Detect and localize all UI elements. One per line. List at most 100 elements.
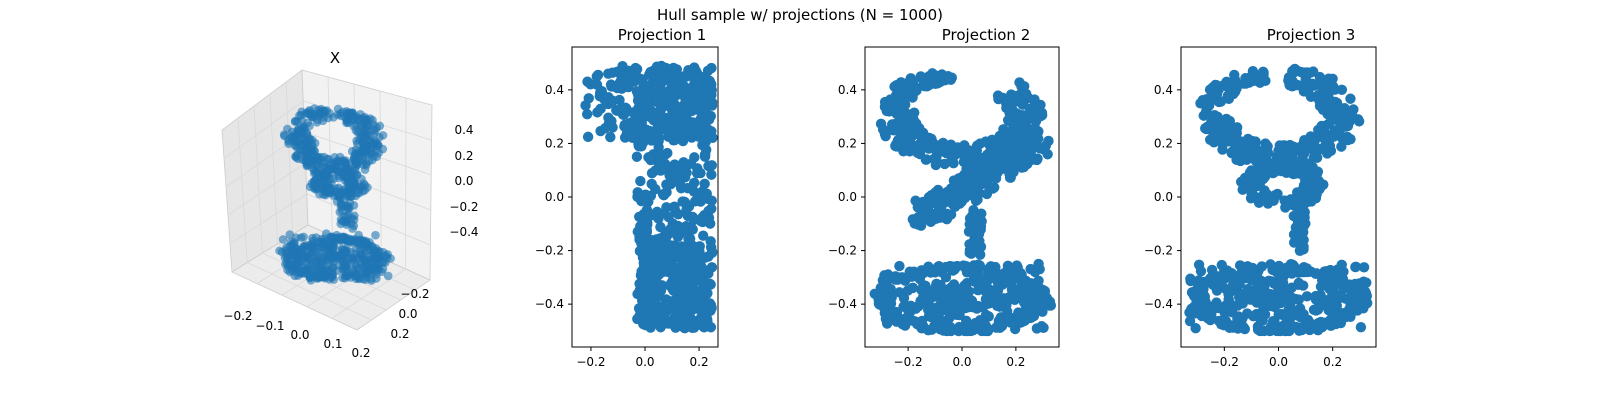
scatter-point <box>1252 324 1264 335</box>
scatter-point <box>965 294 976 306</box>
scatter-point <box>633 72 645 84</box>
scatter-point <box>963 226 975 237</box>
scatter-point-3d <box>302 147 312 157</box>
scatter-point-3d <box>354 263 364 273</box>
scatter-point <box>993 273 1005 284</box>
scatter-point <box>971 303 983 314</box>
scatter-point <box>1271 266 1282 278</box>
scatter-point <box>990 164 1001 176</box>
scatter-point <box>683 280 695 291</box>
scatter-point <box>603 68 614 79</box>
scatter-point <box>679 313 690 324</box>
scatter-point <box>994 130 1005 142</box>
scatter-point <box>1286 262 1298 273</box>
scatter-point <box>679 82 691 93</box>
y-tick-label: 0.0 <box>838 190 857 204</box>
scatter-point-3d <box>313 153 322 163</box>
scatter-point <box>942 324 953 336</box>
grid-line-y <box>285 81 294 235</box>
scatter-point <box>973 167 985 178</box>
scatter-point-3d <box>282 259 292 268</box>
scatter-point <box>1011 260 1023 271</box>
scatter-point <box>1188 290 1200 302</box>
scatter-point <box>1033 275 1044 286</box>
scatter-point <box>686 105 697 117</box>
scatter-point <box>1328 131 1339 142</box>
scatter-point <box>968 178 980 189</box>
scatter-point <box>700 149 711 160</box>
scatter-point-3d <box>326 238 336 247</box>
scatter-point <box>898 146 909 157</box>
scatter-point-3d <box>307 243 317 252</box>
y-tick-label: −0.4 <box>828 297 857 311</box>
scatter-point <box>616 73 627 84</box>
scatter-point <box>596 85 607 97</box>
scatter-point <box>954 308 965 319</box>
scatter-point <box>638 301 649 312</box>
scatter-point <box>1301 291 1313 302</box>
scatter-point <box>698 135 710 147</box>
scatter-point <box>969 276 981 288</box>
scatter-point <box>704 161 716 172</box>
scatter-point <box>1274 291 1285 303</box>
scatter-point <box>934 262 945 274</box>
scatter-point <box>631 151 643 162</box>
scatter-point <box>695 312 707 323</box>
scatter-point <box>699 210 710 221</box>
scatter-point <box>580 100 591 111</box>
scatter-point <box>688 186 700 197</box>
scatter-point <box>592 69 604 81</box>
scatter-point <box>877 124 889 135</box>
scatter-point <box>664 130 675 141</box>
scatter-point <box>688 214 700 226</box>
scatter-point <box>878 285 890 296</box>
scatter-point <box>898 293 910 304</box>
scatter-point <box>607 95 619 107</box>
scatter-point-3d <box>341 246 350 255</box>
scatter-point <box>1024 304 1035 315</box>
scatter-point <box>581 108 593 120</box>
scatter-point-3d <box>349 215 359 224</box>
scatter-point <box>663 118 674 129</box>
scatter-point <box>1238 145 1249 156</box>
scatter-point <box>689 86 700 97</box>
scatter-point <box>961 315 972 327</box>
scatter-point-3d <box>353 188 362 198</box>
scatter-point <box>1214 302 1226 314</box>
scatter-point <box>582 76 593 87</box>
scatter-point <box>972 194 983 205</box>
scatter-point <box>925 197 936 208</box>
scatter-point <box>705 279 716 290</box>
scatter-point <box>1239 172 1251 184</box>
scatter-point <box>961 323 973 334</box>
scatter-point <box>1279 311 1291 322</box>
scatter-point <box>911 268 922 279</box>
scatter-point <box>635 175 646 187</box>
scatter-point <box>1269 190 1280 201</box>
x-tick-label: −0.2 <box>576 355 605 369</box>
x3d-tick-label: 0.0 <box>290 328 309 342</box>
x-tick-label: −0.2 <box>894 355 923 369</box>
scatter-point <box>623 81 634 93</box>
scatter-point <box>1190 323 1201 334</box>
scatter-point <box>677 196 688 207</box>
scatter-point-3d <box>283 124 292 134</box>
scatter-point <box>1278 320 1290 331</box>
scatter-point <box>643 152 654 163</box>
scatter-point <box>904 127 915 138</box>
scatter-point <box>1216 259 1227 271</box>
scatter-point <box>982 180 994 191</box>
scatter-point <box>1195 266 1207 277</box>
scatter-point-3d <box>349 154 359 164</box>
scatter-point <box>1344 303 1355 315</box>
scatter-point <box>610 81 621 92</box>
scatter-point <box>1312 324 1324 336</box>
scatter-point-3d <box>371 230 380 240</box>
scatter-point <box>1255 313 1266 324</box>
scatter-point <box>671 230 683 241</box>
scatter-point <box>1216 126 1228 138</box>
scatter-point <box>1267 315 1279 327</box>
scatter-point <box>646 78 658 89</box>
scatter-point <box>624 120 636 132</box>
scatter-point <box>692 299 704 311</box>
